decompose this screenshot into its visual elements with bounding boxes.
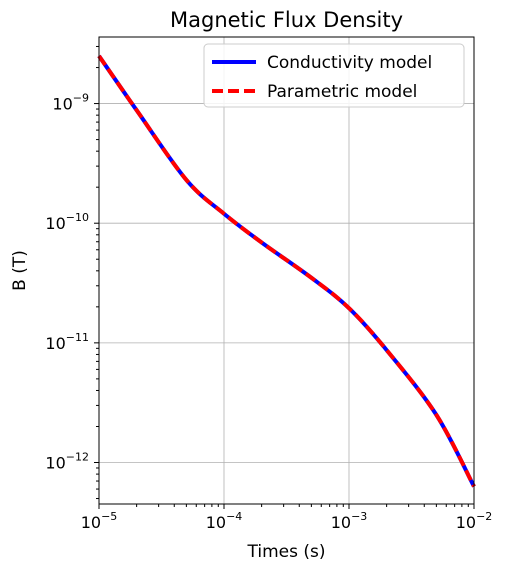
legend: Conductivity model Parametric model <box>203 43 465 108</box>
y-tick-label: 10−10 <box>45 211 89 233</box>
x-tick-label: 10−2 <box>456 510 493 532</box>
y-tick-label: 10−12 <box>45 451 89 473</box>
y-axis-label: B (T) <box>10 250 30 291</box>
series-lines <box>97 54 476 488</box>
legend-label-parametric: Parametric model <box>267 82 417 102</box>
legend-label-conductivity: Conductivity model <box>267 53 432 73</box>
y-tick-label: 10−11 <box>45 331 89 353</box>
x-axis-label: Times (s) <box>247 542 326 562</box>
x-tick-label: 10−4 <box>206 510 243 532</box>
x-tick-label: 10−3 <box>331 510 368 532</box>
axis-ticks: 10−5 10−4 10−3 10−2 10−12 10−11 10−10 10−9 <box>45 45 493 532</box>
y-tick-label: 10−9 <box>52 92 89 114</box>
legend-box <box>203 43 465 108</box>
x-tick-label: 10−5 <box>81 510 118 532</box>
series-line-conductivity <box>97 54 476 488</box>
plot-frame <box>98 36 475 505</box>
chart-title: Magnetic Flux Density <box>170 8 403 32</box>
series-line-parametric <box>97 54 476 488</box>
